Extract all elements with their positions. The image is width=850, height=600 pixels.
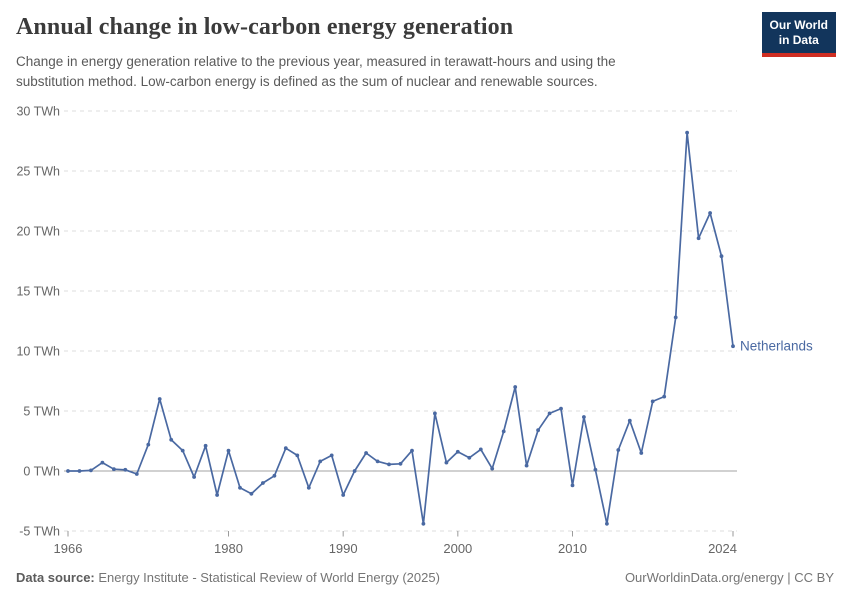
data-point[interactable]: [708, 211, 712, 215]
owid-logo-line2: in Data: [778, 33, 819, 47]
data-point[interactable]: [513, 385, 518, 389]
y-tick-label: -5 TWh: [19, 525, 60, 539]
data-point[interactable]: [570, 483, 575, 488]
attribution-link[interactable]: OurWorldinData.org/energy | CC BY: [624, 569, 834, 585]
y-tick-label: 30 TWh: [16, 105, 60, 119]
data-point[interactable]: [157, 397, 162, 401]
data-point[interactable]: [226, 448, 231, 453]
data-point[interactable]: [169, 437, 174, 442]
data-point[interactable]: [467, 455, 472, 460]
chart-footer: Data source: Energy Institute - Statisti…: [16, 566, 834, 588]
data-point[interactable]: [203, 443, 208, 448]
data-point[interactable]: [66, 469, 70, 473]
data-point[interactable]: [283, 446, 288, 451]
data-point[interactable]: [238, 485, 242, 490]
data-point[interactable]: [524, 463, 529, 468]
data-point[interactable]: [77, 469, 82, 473]
data-source: Data source: Energy Institute - Statisti…: [16, 570, 440, 585]
data-point[interactable]: [731, 344, 735, 349]
y-tick-label: 10 TWh: [16, 345, 60, 359]
owid-logo[interactable]: Our World in Data: [761, 12, 836, 57]
x-tick-label: 1990: [329, 541, 358, 556]
page-title: Annual change in low-carbon energy gener…: [16, 14, 514, 40]
data-point[interactable]: [306, 485, 311, 490]
data-point[interactable]: [559, 406, 563, 411]
data-point[interactable]: [123, 467, 128, 472]
y-tick-label: 25 TWh: [16, 165, 60, 179]
owid-logo-line1: Our World: [769, 18, 828, 32]
x-tick-label: 1966: [54, 541, 83, 556]
series-end-label[interactable]: Netherlands: [740, 339, 813, 354]
data-point[interactable]: [89, 468, 93, 473]
data-point[interactable]: [134, 472, 139, 476]
data-point[interactable]: [605, 521, 609, 526]
data-point[interactable]: [547, 411, 552, 416]
y-tick-label: 0 TWh: [23, 465, 60, 479]
data-point[interactable]: [444, 460, 449, 465]
data-point[interactable]: [352, 469, 357, 473]
data-point[interactable]: [387, 462, 391, 467]
data-point[interactable]: [215, 493, 220, 497]
data-point[interactable]: [478, 447, 483, 452]
data-point[interactable]: [318, 459, 323, 464]
data-point[interactable]: [375, 459, 380, 464]
data-point[interactable]: [490, 466, 495, 471]
y-tick-label: 15 TWh: [16, 285, 60, 299]
x-tick-label: 1980: [214, 541, 243, 556]
data-point[interactable]: [146, 442, 151, 447]
data-source-text: Energy Institute - Statistical Review of…: [98, 569, 440, 585]
data-point[interactable]: [192, 475, 197, 479]
line-chart[interactable]: 30 TWh 25 TWh 20 TWh 15 TWh 10 TWh 5 TWh 0 TWh…: [0, 0, 850, 560]
data-point[interactable]: [455, 449, 460, 454]
data-point[interactable]: [662, 394, 667, 399]
data-point[interactable]: [616, 448, 621, 452]
data-point[interactable]: [685, 130, 689, 135]
data-point[interactable]: [180, 448, 185, 453]
data-point[interactable]: [433, 411, 437, 416]
data-point[interactable]: [100, 460, 105, 465]
data-point[interactable]: [639, 451, 644, 455]
data-point[interactable]: [249, 491, 254, 496]
data-point[interactable]: [272, 473, 277, 478]
x-tick-label: 2010: [558, 541, 587, 556]
data-source-label: Data source:: [16, 569, 95, 585]
data-point[interactable]: [341, 493, 346, 497]
data-point[interactable]: [627, 418, 632, 423]
data-point[interactable]: [536, 428, 540, 433]
data-point[interactable]: [410, 448, 414, 453]
y-tick-label: 5 TWh: [23, 405, 60, 419]
x-tick-label: 2000: [443, 541, 472, 556]
data-point[interactable]: [261, 481, 265, 485]
data-point[interactable]: [295, 453, 300, 458]
data-point[interactable]: [501, 429, 506, 434]
data-point[interactable]: [719, 254, 724, 259]
x-tick-label: 2024: [708, 541, 737, 556]
y-tick-label: 20 TWh: [16, 225, 60, 239]
data-point[interactable]: [650, 399, 655, 404]
data-point[interactable]: [112, 467, 116, 472]
data-point[interactable]: [398, 461, 403, 466]
data-point[interactable]: [421, 521, 426, 526]
chart-subtitle: Change in energy generation relative to …: [16, 54, 616, 89]
data-point[interactable]: [329, 453, 334, 458]
data-point[interactable]: [673, 315, 678, 320]
data-point[interactable]: [593, 467, 598, 472]
data-point[interactable]: [696, 236, 701, 241]
data-point[interactable]: [582, 415, 586, 419]
data-point[interactable]: [364, 451, 368, 455]
